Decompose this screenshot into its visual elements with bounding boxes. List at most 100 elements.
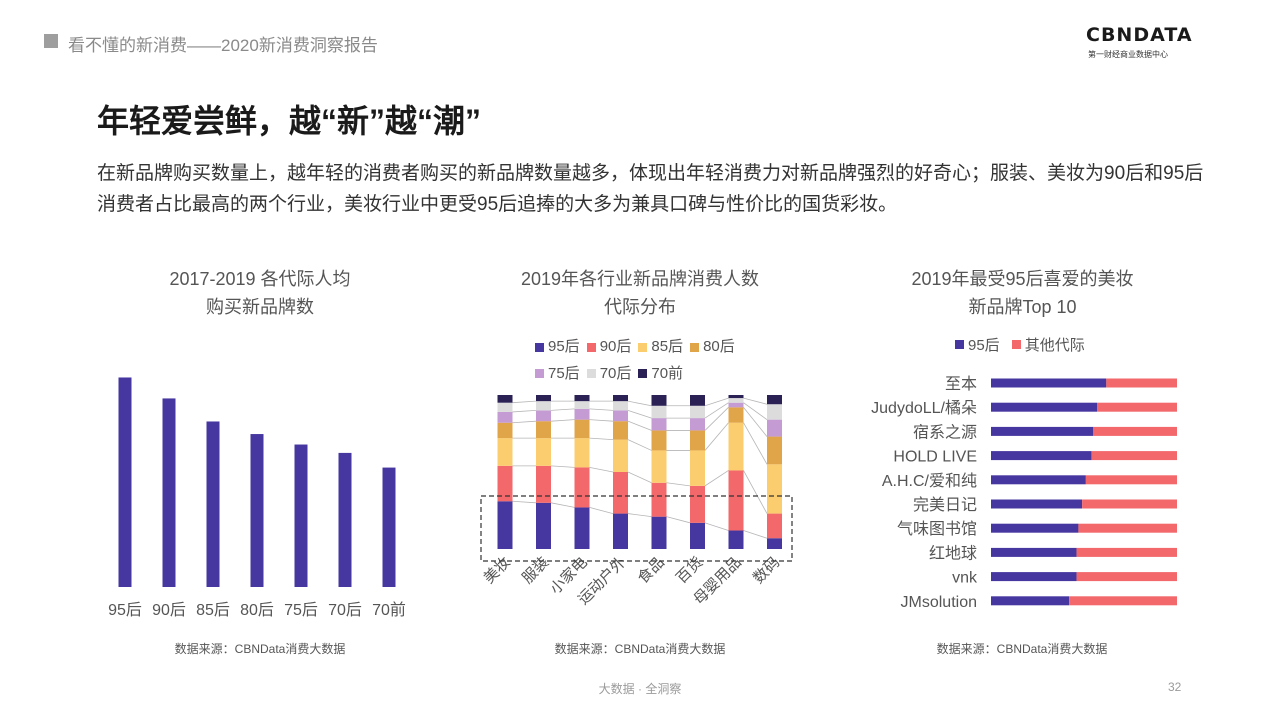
chart2-bar-3-seg-1 [613, 472, 628, 514]
chart2-bar-5-seg-6 [690, 395, 705, 406]
chart2-title: 2019年各行业新品牌消费人数 代际分布 [480, 265, 800, 321]
chart2-bar-2-seg-6 [574, 395, 590, 402]
chart2-bar-2-seg-2 [574, 438, 590, 468]
chart3-title-line1: 2019年最受95后喜爱的美妆 [911, 269, 1134, 289]
chart3-title: 2019年最受95后喜爱的美妆 新品牌Top 10 [880, 265, 1165, 321]
chart3-bar-3-seg-1 [1091, 451, 1177, 461]
chart2-bar-1-seg-1 [536, 465, 551, 503]
chart2-bar-0-seg-0 [497, 501, 513, 549]
chart3-ytick-0: 至本 [945, 375, 977, 393]
chart2-bar-7-seg-6 [767, 395, 782, 405]
chart2-source: 数据来源：CBNData消费大数据 [554, 642, 726, 656]
chart2-bar-0-seg-3 [497, 422, 513, 439]
chart2-legend-label: 80后 [703, 338, 735, 355]
chart2-bar-3-seg-0 [613, 513, 628, 549]
chart2-bar-1-seg-5 [536, 401, 551, 411]
chart2-connector [627, 471, 652, 484]
chart3-bar-9-seg-1 [1069, 596, 1177, 606]
chart1-bar-5 [338, 452, 352, 587]
chart2-connector [743, 397, 768, 405]
chart2-legend-swatch [690, 342, 700, 352]
chart2-bar-6-seg-6 [728, 395, 744, 399]
chart2-connector [704, 407, 729, 431]
chart2-bar-1-seg-4 [536, 410, 551, 422]
chart2-bar-0-seg-2 [497, 438, 513, 466]
chart2-connector [550, 408, 575, 411]
chart2-bar-7-seg-3 [767, 436, 782, 465]
chart3-ytick-7: 红地球 [929, 544, 977, 562]
chart2-bar-2-seg-1 [574, 467, 590, 508]
chart2-connector [512, 500, 537, 504]
chart2-bar-3-seg-2 [613, 439, 628, 472]
chart2-connector [512, 400, 537, 404]
chart2-connector [704, 470, 729, 487]
chart2-legend-label: 90后 [599, 338, 632, 355]
chart2-connector [627, 439, 652, 451]
chart3-bar-4-seg-0 [991, 475, 1086, 485]
chart1-generation-bar-chart: 95后 90后 85后 80后 75后 70后 70前 [108, 377, 406, 619]
header-square-icon [44, 34, 58, 48]
chart2-bar-2-seg-3 [574, 419, 590, 439]
chart3-ytick-4: A.H.C/爱和纯 [882, 472, 977, 490]
chart1-bar-6 [382, 467, 396, 587]
chart3-bar-0-seg-0 [991, 378, 1107, 388]
chart1-title-line2: 购买新品牌数 [206, 297, 314, 317]
chart2-xtick-5: 百货 [673, 554, 706, 587]
chart2-bar-1-seg-3 [536, 421, 551, 439]
chart3-bar-1-seg-0 [991, 402, 1098, 412]
chart2-bar-4-seg-3 [651, 430, 667, 451]
chart2-bar-3-seg-6 [613, 395, 628, 402]
chart1-source: 数据来源：CBNData消费大数据 [174, 642, 346, 656]
chart3-bar-3-seg-0 [991, 451, 1092, 461]
chart2-connector [704, 422, 729, 451]
chart2-connector [743, 407, 768, 437]
chart2-connector [666, 516, 691, 524]
chart3-ytick-1: JudydoLL/橘朵 [871, 399, 977, 417]
chart2-bar-7-seg-5 [767, 404, 782, 420]
chart3-bar-8-seg-1 [1076, 572, 1177, 582]
chart2-bar-4-seg-0 [651, 516, 667, 549]
chart2-bar-5-seg-1 [690, 485, 705, 523]
chart3-ytick-6: 气味图书馆 [897, 520, 977, 538]
chart2-legend-item-1: 90后 [586, 334, 632, 360]
chart2-legend-label: 95后 [548, 338, 580, 355]
chart3-legend: 95后 其他代际 [955, 334, 1155, 355]
chart3-legend-item-0: 95后 [955, 334, 1000, 355]
chart2-connector [743, 530, 768, 539]
chart3-bar-5-seg-0 [991, 499, 1083, 509]
chart2-connector [704, 397, 729, 407]
chart2-bar-0-seg-6 [497, 395, 513, 403]
chart2-legend-item-4: 75后 [535, 361, 580, 387]
chart1-xtick-2: 85后 [196, 601, 230, 619]
chart2-bar-3-seg-4 [613, 410, 628, 422]
chart2-connector [743, 402, 768, 420]
chart2-connector [512, 420, 537, 424]
chart2-connector [589, 466, 614, 473]
chart3-bar-4-seg-1 [1085, 475, 1177, 485]
chart1-bar-4 [294, 444, 308, 587]
cbndata-logo: CBNDATA [1086, 24, 1193, 46]
chart2-bar-6-seg-1 [728, 470, 744, 531]
chart2-bar-0-seg-4 [497, 411, 513, 423]
chart2-xtick-0: 美妆 [481, 554, 514, 587]
chart2-bar-5-seg-4 [690, 418, 705, 431]
chart2-connector [627, 410, 652, 419]
chart1-xtick-1: 90后 [152, 601, 186, 619]
chart2-bar-3-seg-3 [613, 421, 628, 440]
chart2-legend-item-6: 70前 [638, 361, 683, 387]
chart2-legend-swatch [535, 342, 544, 352]
chart2-bar-2-seg-4 [574, 408, 590, 420]
chart2-bar-6-seg-0 [728, 530, 744, 549]
chart2-connector [704, 522, 729, 531]
chart2-legend-label: 70后 [599, 364, 632, 382]
chart2-legend-item-2: 85后 [638, 334, 683, 360]
chart2-bar-6-seg-4 [728, 402, 744, 408]
chart2-bar-2-seg-5 [574, 401, 590, 409]
chart2-legend-item-5: 70后 [586, 361, 632, 387]
chart2-legend-label: 85后 [651, 338, 684, 355]
chart2-xtick-4: 食品 [635, 554, 668, 587]
chart2-bar-1-seg-2 [536, 438, 551, 466]
chart2-bar-7-seg-0 [767, 538, 782, 549]
